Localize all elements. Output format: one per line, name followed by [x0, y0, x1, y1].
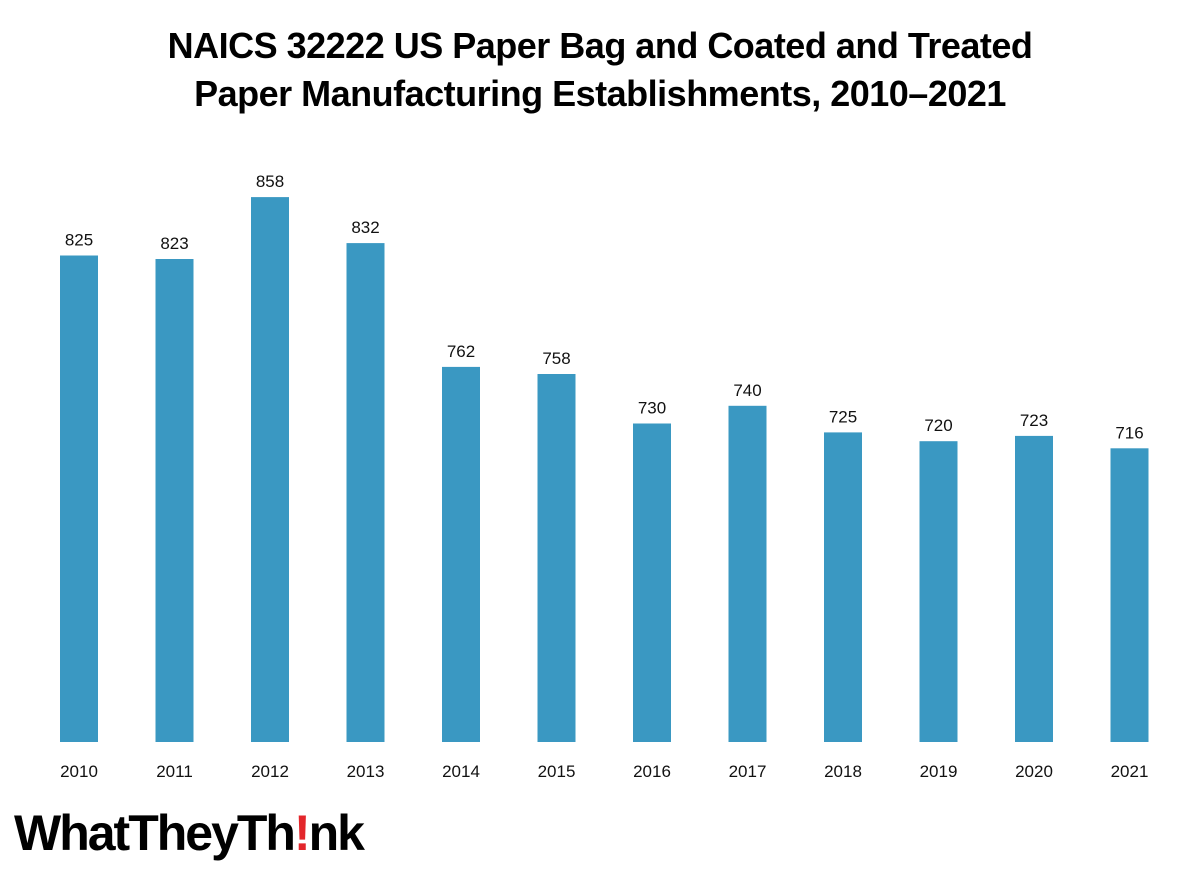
- x-tick-2014: 2014: [442, 762, 480, 781]
- x-tick-2017: 2017: [729, 762, 767, 781]
- data-label-2020: 723: [1020, 411, 1048, 430]
- chart-title-line-1: NAICS 32222 US Paper Bag and Coated and …: [167, 25, 1033, 66]
- data-labels-layer: 825 823 858 832 762 758 730 740 725 720 723 716: [65, 172, 1144, 442]
- bar-2020: [1015, 435, 1053, 742]
- bar-2010: [60, 255, 98, 742]
- bar-2018: [824, 432, 862, 742]
- bar-2013: [346, 243, 385, 742]
- bars-layer: [60, 197, 1149, 743]
- x-axis-tick-labels: 2010 2011 2012 2013 2014 2015 2016 2017 2018 2019…: [60, 762, 1148, 781]
- x-tick-2015: 2015: [538, 762, 576, 781]
- x-tick-2013: 2013: [347, 762, 385, 781]
- x-tick-2020: 2020: [1015, 762, 1053, 781]
- logo-text-part-2: nk: [308, 805, 365, 861]
- bar-2014: [442, 366, 480, 742]
- bar-2012: [251, 197, 289, 743]
- chart-title: NAICS 32222 US Paper Bag and Coated and …: [0, 22, 1200, 118]
- x-tick-2018: 2018: [824, 762, 862, 781]
- x-tick-2011: 2011: [156, 762, 193, 781]
- logo-exclamation: !: [293, 805, 311, 861]
- data-label-2017: 740: [733, 381, 761, 400]
- whattheythink-logo: WhatTheyTh!nk: [14, 800, 365, 866]
- bar-2015: [537, 374, 576, 742]
- logo-text-part-1: WhatTheyTh: [14, 805, 296, 861]
- data-label-2021: 716: [1115, 423, 1143, 442]
- data-label-2013: 832: [351, 218, 379, 237]
- data-label-2014: 762: [447, 342, 475, 361]
- x-tick-2016: 2016: [633, 762, 671, 781]
- x-tick-2010: 2010: [60, 762, 98, 781]
- data-label-2018: 725: [829, 407, 857, 426]
- data-label-2010: 825: [65, 231, 93, 250]
- bar-2019: [919, 441, 958, 742]
- data-label-2016: 730: [638, 399, 666, 418]
- chart-title-line-2: Paper Manufacturing Establishments, 2010…: [194, 73, 1006, 114]
- x-tick-2021: 2021: [1111, 762, 1149, 781]
- bar-2011: [155, 259, 194, 742]
- x-tick-2012: 2012: [251, 762, 289, 781]
- bar-2016: [633, 423, 671, 742]
- x-tick-2019: 2019: [920, 762, 958, 781]
- bar-2017: [728, 405, 767, 742]
- data-label-2015: 758: [542, 349, 570, 368]
- data-label-2019: 720: [924, 416, 952, 435]
- data-label-2011: 823: [160, 234, 188, 253]
- bar-2021: [1110, 448, 1149, 742]
- data-label-2012: 858: [256, 172, 284, 191]
